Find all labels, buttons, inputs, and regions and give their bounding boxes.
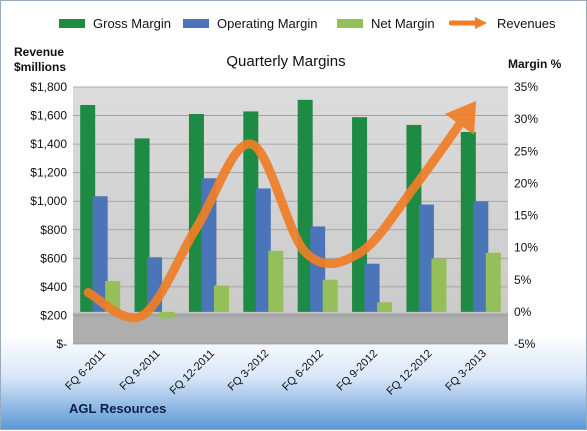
bar-gross-margin (80, 104, 96, 312)
category-label: FQ 3-2012 (226, 348, 272, 394)
category-label: FQ 6-2011 (63, 348, 108, 393)
legend-item-gross-margin: Gross Margin (59, 13, 171, 33)
left-tick-label: $1,200 (30, 166, 67, 180)
bar-net-margin (377, 302, 393, 312)
bar-gross-margin (134, 138, 150, 312)
right-tick-label: 30% (514, 112, 538, 126)
legend-item-net-margin: Net Margin (337, 13, 435, 33)
category-label: FQ 12-2012 (385, 348, 435, 398)
category-label: FQ 6-2012 (280, 348, 326, 394)
right-tick-label: 5% (514, 273, 532, 287)
bar-gross-margin (352, 117, 368, 312)
legend: Gross Margin Operating Margin Net Margin… (1, 13, 587, 33)
right-tick-label: 35% (514, 80, 538, 94)
revenue-line-path (83, 101, 477, 323)
right-tick-label: 15% (514, 209, 538, 223)
left-tick-label: $400 (40, 280, 67, 294)
right-tick-label: 10% (514, 241, 538, 255)
legend-swatch-operating-margin (183, 18, 209, 28)
right-tick-label: -5% (514, 337, 536, 351)
legend-swatch-net-margin (337, 18, 363, 28)
bar-gross-margin (406, 124, 422, 312)
left-tick-label: $1,400 (30, 137, 67, 151)
legend-label-gross-margin: Gross Margin (93, 15, 172, 31)
right-axis-title: Margin % (508, 57, 562, 71)
legend-arrow-revenues (449, 17, 487, 29)
left-tick-label: $200 (40, 308, 67, 322)
left-axis-title-line-1: Revenue (14, 45, 65, 59)
category-label: FQ 9-2011 (118, 348, 163, 393)
bar-operating-margin (92, 196, 108, 312)
left-axis-title: Revenue $millions (14, 45, 66, 75)
right-tick-labels: -5% 0% 5% 10% 15% 20% 25% 30% 35% (514, 80, 538, 351)
category-label: FQ 9-2012 (335, 348, 381, 394)
bar-operating-margin (473, 201, 489, 312)
left-tick-label: $800 (40, 223, 67, 237)
category-labels: FQ 6-2011 FQ 9-2011 FQ 12-2011 FQ 3-2012 FQ … (63, 348, 489, 398)
left-tick-label: $- (56, 337, 67, 351)
revenue-line (83, 101, 477, 323)
bar-net-margin (213, 285, 229, 312)
legend-label-operating-margin: Operating Margin (217, 15, 318, 31)
bar-operating-margin (418, 204, 434, 312)
company-name: AGL Resources (69, 401, 167, 416)
bar-operating-margin (364, 263, 380, 312)
legend-label-net-margin: Net Margin (371, 15, 435, 31)
left-tick-labels: $- $200 $400 $600 $800 $1,000 $1,200 $1,400 $1,6… (30, 80, 67, 351)
category-label: FQ 12-2011 (168, 348, 217, 397)
bar-operating-margin (255, 188, 271, 312)
legend-item-operating-margin: Operating Margin (183, 13, 317, 33)
left-tick-label: $600 (40, 251, 67, 265)
left-axis-title-line-2: $millions (14, 60, 67, 74)
left-tick-label: $1,000 (30, 194, 67, 208)
bar-net-margin (322, 279, 338, 312)
category-label: FQ 3-2013 (443, 348, 489, 394)
left-tick-label: $1,600 (30, 109, 67, 123)
bar-net-margin (431, 258, 447, 312)
bar-net-margin (159, 311, 175, 319)
legend-item-revenues: Revenues (449, 13, 556, 33)
bar-gross-margin (243, 111, 259, 312)
right-tick-label: 25% (514, 144, 538, 158)
bar-net-margin (485, 252, 501, 312)
bar-gross-margin (188, 113, 204, 312)
legend-swatch-gross-margin (59, 18, 85, 28)
bar-net-margin (268, 250, 284, 312)
chart-title: Quarterly Margins (226, 53, 346, 70)
bar-operating-margin (310, 226, 326, 312)
legend-label-revenues: Revenues (497, 15, 556, 31)
left-tick-label: $1,800 (30, 80, 67, 94)
bar-gross-margin (460, 131, 476, 312)
right-tick-label: 0% (514, 305, 532, 319)
right-tick-label: 20% (514, 176, 538, 190)
